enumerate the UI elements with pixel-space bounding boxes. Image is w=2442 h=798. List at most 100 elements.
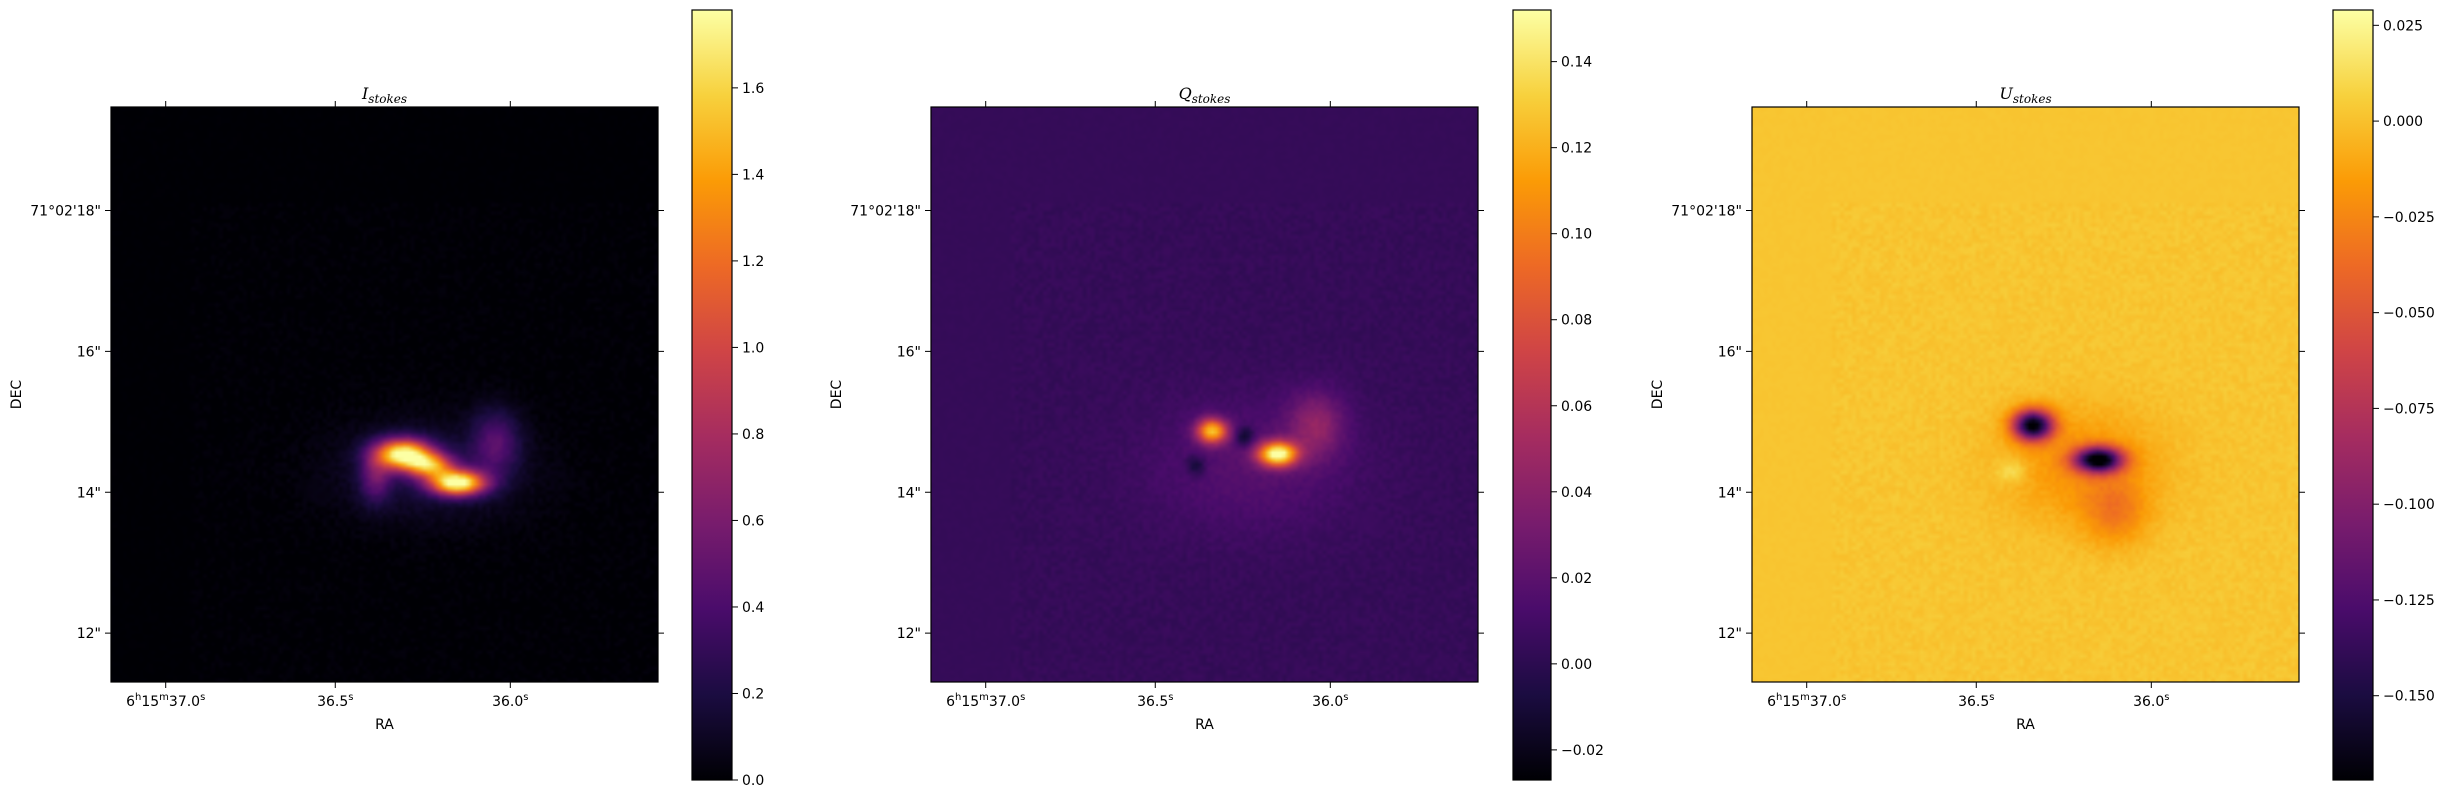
x-tick-label-part: m xyxy=(979,692,989,703)
colorbar-tick-label: 0.4 xyxy=(742,600,764,616)
colorbar-tick-label: 0.000 xyxy=(2383,114,2423,130)
colorbar-tick-label: 0.08 xyxy=(1561,313,1592,329)
colorbar-gradient xyxy=(692,10,732,780)
x-tick-label: 6h15m37.0s xyxy=(946,692,1025,710)
colorbar-frame xyxy=(2332,9,2374,781)
colorbar-tick-label: 0.6 xyxy=(742,513,764,529)
colorbar-tick-label: −0.050 xyxy=(2383,306,2435,322)
colorbar-gradient xyxy=(2333,10,2373,780)
y-tick-label: 12" xyxy=(77,626,101,642)
x-tick-label-part: s xyxy=(1020,692,1025,703)
y-tick-label: 16" xyxy=(77,344,101,360)
x-tick-label-part: s xyxy=(1841,692,1846,703)
panel-title-base: U xyxy=(1999,84,2013,103)
colorbar-tick-label: 0.0 xyxy=(742,773,764,789)
x-tick-label: 36.0s xyxy=(2133,692,2169,710)
panel-2: 6h15m37.0s 36.5s 36.0s71°02'18"16"14"12"Qs… xyxy=(829,9,1604,781)
y-axis-label: DEC xyxy=(829,380,845,410)
x-tick-label-part: s xyxy=(1343,692,1348,703)
x-tick-label-part: h xyxy=(955,692,961,703)
heatmap-image xyxy=(111,107,658,682)
x-tick-label: 36.5s xyxy=(1137,692,1173,710)
y-tick-label: 14" xyxy=(1718,485,1742,501)
y-axis-label: DEC xyxy=(1650,380,1666,410)
x-tick-label-part: s xyxy=(1989,692,1994,703)
x-tick-label-part: s xyxy=(200,692,205,703)
y-axis-label: DEC xyxy=(9,380,25,410)
x-tick-label-part: h xyxy=(1776,692,1782,703)
x-tick-label: 6h15m37.0s xyxy=(1767,692,1846,710)
colorbar-tick-label: 1.6 xyxy=(742,81,764,97)
colorbar-tick-label: 0.10 xyxy=(1561,227,1592,243)
x-tick-label-part: 37.0 xyxy=(169,694,200,710)
colorbar-frame xyxy=(1512,9,1552,781)
x-tick-label-part: s xyxy=(1168,692,1173,703)
y-tick-label: 12" xyxy=(1718,626,1742,642)
x-tick-label-part: 15 xyxy=(141,694,159,710)
heatmap-image xyxy=(931,107,1478,682)
colorbar-tick-label: −0.025 xyxy=(2383,210,2435,226)
y-tick-label: 16" xyxy=(897,344,921,360)
colorbar-tick-label: 0.14 xyxy=(1561,55,1592,71)
x-tick-label-part: s xyxy=(2164,692,2169,703)
panel-title-subscript: stokes xyxy=(2013,92,2052,106)
panel-1: 6h15m37.0s 36.5s 36.0s71°02'18"16"14"12"Is… xyxy=(9,9,764,789)
x-axis-label: RA xyxy=(375,717,394,733)
x-tick-label-part: m xyxy=(1800,692,1810,703)
x-tick-label: 36.5s xyxy=(1958,692,1994,710)
x-tick-label: 36.5s xyxy=(317,692,353,710)
x-tick-label-part: 15 xyxy=(1782,694,1800,710)
axes-frame xyxy=(110,106,659,683)
x-tick-label-part: 36.0 xyxy=(492,694,523,710)
x-tick-label-part: 15 xyxy=(961,694,979,710)
colorbar-tick-label: 1.4 xyxy=(742,167,764,183)
y-tick-label: 71°02'18" xyxy=(1671,204,1742,220)
colorbar-tick-label: 0.8 xyxy=(742,427,764,443)
y-tick-label: 14" xyxy=(77,485,101,501)
x-tick-label: 36.0s xyxy=(492,692,528,710)
panel-title-subscript: stokes xyxy=(1192,92,1231,106)
x-axis-label: RA xyxy=(1195,717,1214,733)
x-axis-label: RA xyxy=(2016,717,2035,733)
x-tick-label-part: h xyxy=(135,692,141,703)
x-tick-label-part: 6 xyxy=(946,694,955,710)
x-tick-label-part: 36.5 xyxy=(1958,694,1989,710)
colorbar-tick-label: 0.02 xyxy=(1561,571,1592,587)
colorbar-tick-label: 1.0 xyxy=(742,340,764,356)
colorbar-gradient xyxy=(1513,10,1551,780)
axes-frame xyxy=(1751,106,2300,683)
x-tick-label: 6h15m37.0s xyxy=(126,692,205,710)
colorbar-tick-label: 0.06 xyxy=(1561,399,1592,415)
colorbar-tick-label: 0.00 xyxy=(1561,657,1592,673)
y-tick-label: 71°02'18" xyxy=(30,204,101,220)
colorbar-tick-label: 0.04 xyxy=(1561,485,1592,501)
colorbar-tick-label: −0.100 xyxy=(2383,497,2435,513)
colorbar-tick-label: −0.150 xyxy=(2383,689,2435,705)
x-tick-label-part: 36.0 xyxy=(1312,694,1343,710)
x-tick-label-part: 37.0 xyxy=(1810,694,1841,710)
x-tick-label-part: s xyxy=(523,692,528,703)
x-tick-label-part: 6 xyxy=(126,694,135,710)
heatmap-image xyxy=(1752,107,2299,682)
x-tick-label-part: s xyxy=(348,692,353,703)
x-tick-label-part: m xyxy=(159,692,169,703)
panel-title: Ustokes xyxy=(1999,84,2051,106)
colorbar-tick-label: 1.2 xyxy=(742,254,764,270)
colorbar-tick-label: −0.075 xyxy=(2383,401,2435,417)
x-tick-label-part: 36.5 xyxy=(317,694,348,710)
x-tick-label-part: 36.0 xyxy=(2133,694,2164,710)
colorbar-tick-label: 0.025 xyxy=(2383,18,2423,34)
panel-title-base: Q xyxy=(1179,84,1192,103)
x-tick-label-part: 36.5 xyxy=(1137,694,1168,710)
x-tick-label-part: 37.0 xyxy=(989,694,1020,710)
x-tick-label-part: 6 xyxy=(1767,694,1776,710)
panel-3: 6h15m37.0s 36.5s 36.0s71°02'18"16"14"12"Us… xyxy=(1650,9,2435,781)
y-tick-label: 14" xyxy=(897,485,921,501)
panel-title: Qstokes xyxy=(1179,84,1231,106)
x-tick-label: 36.0s xyxy=(1312,692,1348,710)
y-tick-label: 71°02'18" xyxy=(850,204,921,220)
colorbar-tick-label: −0.125 xyxy=(2383,593,2435,609)
colorbar-frame xyxy=(691,9,733,781)
panel-title-subscript: stokes xyxy=(368,92,407,106)
